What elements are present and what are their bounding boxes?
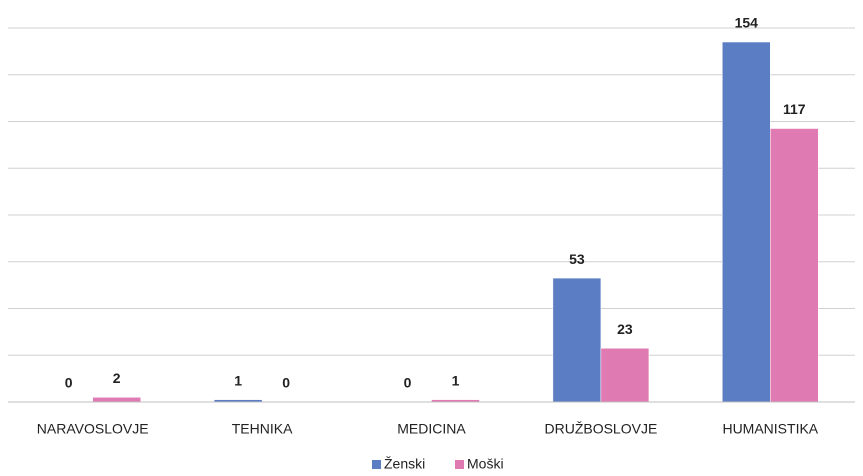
x-tick-label: TEHNIKA: [232, 421, 293, 437]
legend-label: Moški: [467, 456, 504, 472]
data-label: 53: [569, 251, 585, 267]
data-label: 23: [617, 321, 633, 337]
bar: [552, 277, 602, 403]
data-label: 117: [783, 101, 806, 117]
legend-label: Ženski: [384, 456, 425, 472]
x-tick-label: HUMANISTIKA: [722, 421, 818, 437]
data-label: 1: [452, 372, 460, 388]
data-label: 0: [282, 375, 290, 391]
legend-swatch: [372, 460, 381, 469]
legend-swatch: [455, 460, 464, 469]
data-label: 0: [404, 375, 412, 391]
x-tick-label: MEDICINA: [397, 421, 466, 437]
bar: [92, 397, 141, 403]
data-label: 154: [735, 15, 759, 31]
data-label: 0: [65, 375, 73, 391]
bar: [600, 347, 650, 403]
data-label: 1: [234, 372, 242, 388]
bar: [722, 41, 771, 403]
data-label: 2: [113, 370, 121, 386]
x-tick-label: NARAVOSLOVJE: [37, 421, 149, 437]
bar: [770, 128, 819, 403]
x-tick-label: DRUŽBOSLOVJE: [544, 421, 657, 437]
